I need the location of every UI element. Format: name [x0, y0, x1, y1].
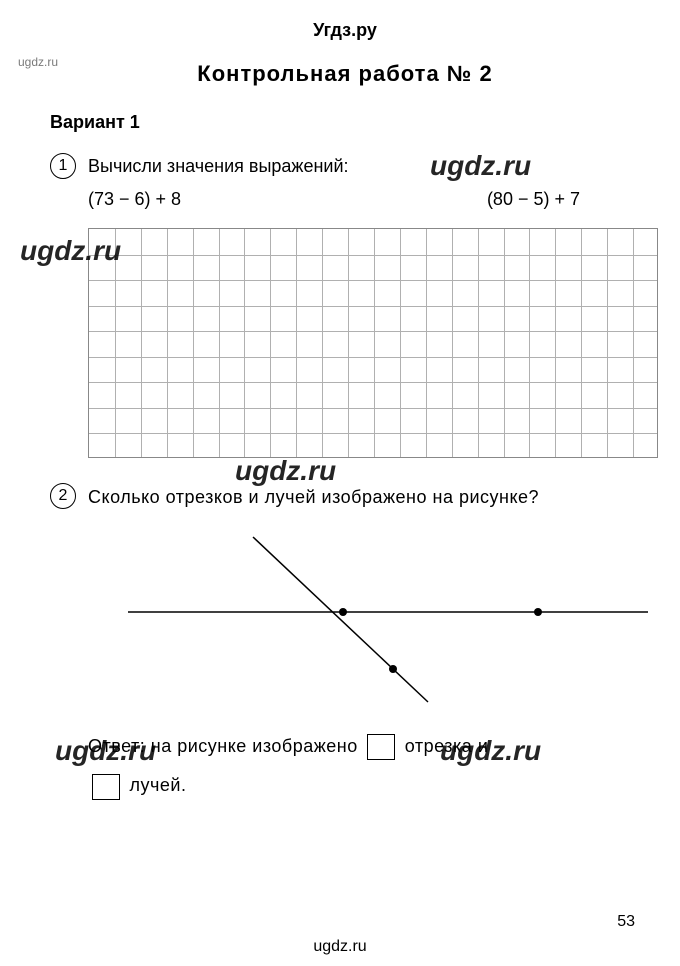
- page-title: Контрольная работа № 2: [50, 61, 640, 87]
- q1-number: 1: [50, 153, 76, 179]
- q2-number: 2: [50, 483, 76, 509]
- answer-box-rays[interactable]: [92, 774, 120, 800]
- q1-expr-left: (73 − 6) + 8: [88, 186, 181, 213]
- answer-box-segments[interactable]: [367, 734, 395, 760]
- q2-answer-line: Ответ: на рисунке изображено отрезка и л…: [88, 727, 640, 806]
- answer-prefix: Ответ: на рисунке изображено: [88, 736, 358, 756]
- answer-mid: отрезка и: [405, 736, 489, 756]
- page-root: ugdz.ru Угдз.ру Контрольная работа № 2 В…: [0, 0, 680, 966]
- q1-expr-right: (80 − 5) + 7: [487, 186, 580, 213]
- footer: ugdz.ru: [0, 938, 680, 956]
- site-header: Угдз.ру: [50, 20, 640, 41]
- geometry-figure: [88, 527, 658, 707]
- q1-prompt: Вычисли значения выражений:: [88, 153, 640, 180]
- page-number: 53: [617, 913, 635, 931]
- answer-suffix: лучей.: [130, 775, 187, 795]
- question-2: 2 Сколько отрезков и лучей изображено на…: [50, 483, 640, 806]
- q2-prompt: Сколько отрезков и лучей изображено на р…: [88, 483, 640, 512]
- variant-label: Вариант 1: [50, 112, 640, 133]
- question-1: 1 Вычисли значения выражений: (73 − 6) +…: [50, 153, 640, 458]
- answer-grid: [88, 228, 658, 458]
